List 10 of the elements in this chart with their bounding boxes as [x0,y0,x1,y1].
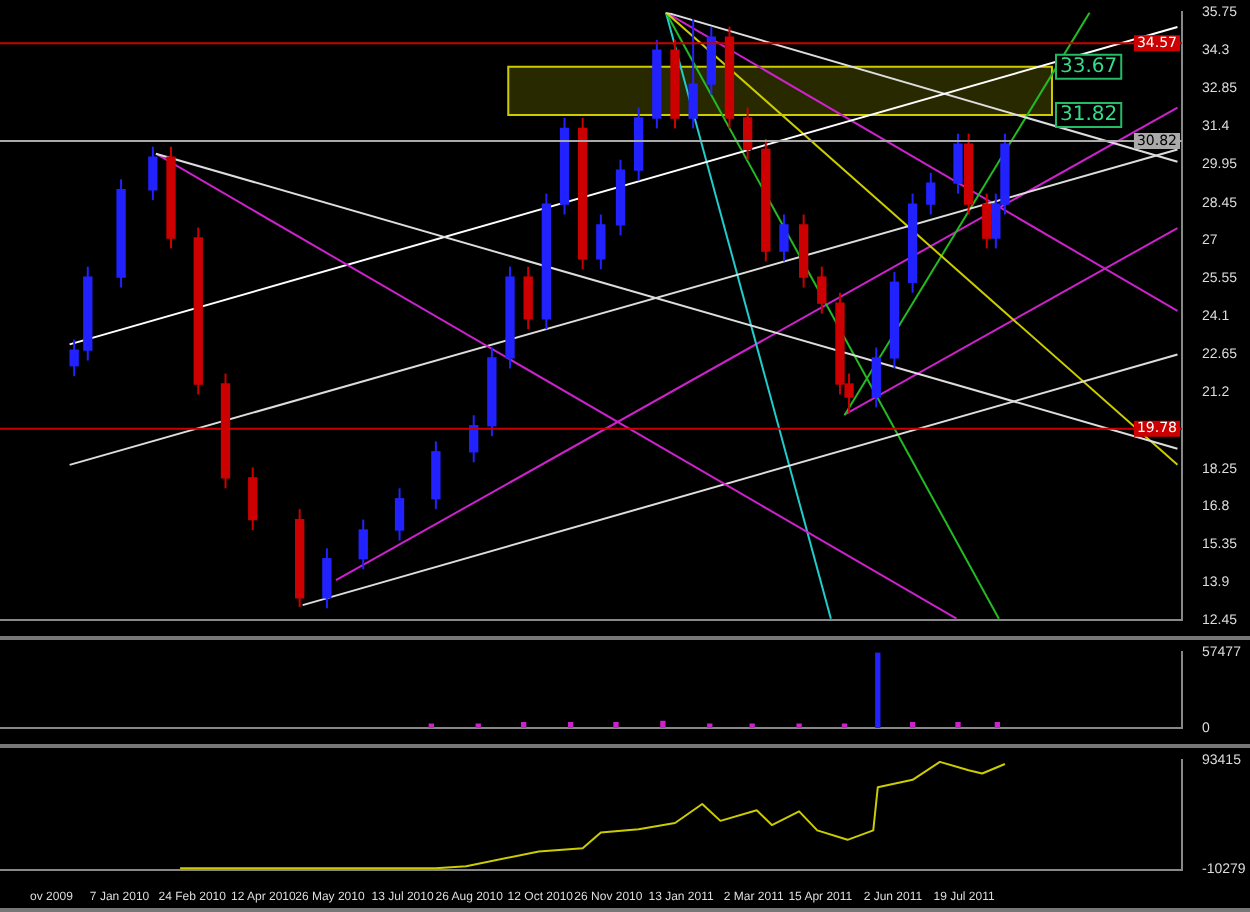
annotation: 33.67 [1059,55,1118,78]
bar [613,722,619,728]
bar [994,722,1001,728]
bar [875,652,881,728]
bar [567,722,574,728]
bar [660,720,666,728]
bar [520,722,527,728]
bar [955,722,961,728]
bar [909,722,916,728]
annotation: 31.82 [1059,104,1118,127]
